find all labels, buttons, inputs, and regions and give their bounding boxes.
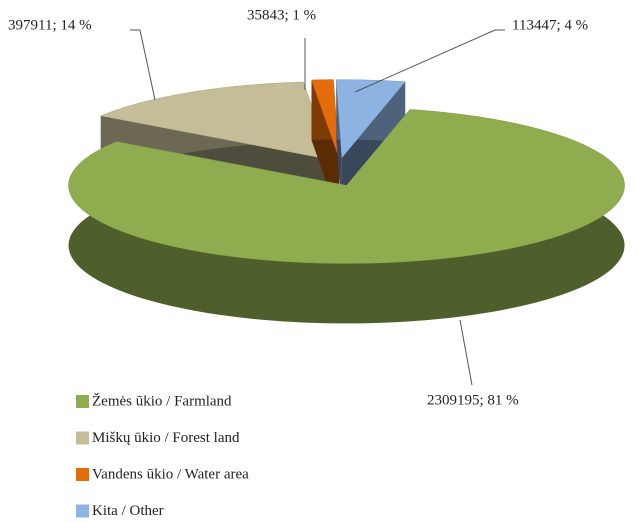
data-label: 113447; 4 % bbox=[512, 17, 588, 33]
legend-label: Vandens ūkio / Water area bbox=[92, 466, 249, 482]
legend-swatch bbox=[76, 395, 89, 408]
slice bbox=[311, 79, 340, 158]
legend-swatch bbox=[76, 468, 89, 481]
leader-line bbox=[459, 319, 473, 386]
slice bbox=[99, 81, 332, 160]
data-label: 2309195; 81 % bbox=[427, 392, 519, 408]
leader-line bbox=[130, 29, 156, 101]
data-label: 35843; 1 % bbox=[247, 7, 316, 23]
leader-line bbox=[354, 29, 505, 93]
pie bbox=[68, 79, 625, 324]
legend-label: Miškų ūkio / Forest land bbox=[92, 430, 240, 446]
data-label: 397911; 14 % bbox=[8, 17, 92, 33]
legend-label: Žemės ūkio / Farmland bbox=[92, 392, 232, 409]
slice bbox=[336, 79, 406, 159]
legend-swatch bbox=[76, 504, 89, 518]
slice bbox=[68, 109, 625, 264]
legend-label: Kita / Other bbox=[92, 503, 164, 519]
legend-swatch bbox=[76, 431, 89, 445]
legend: Žemės ūkio / Farmland Miškų ūkio / Forest… bbox=[76, 392, 249, 519]
